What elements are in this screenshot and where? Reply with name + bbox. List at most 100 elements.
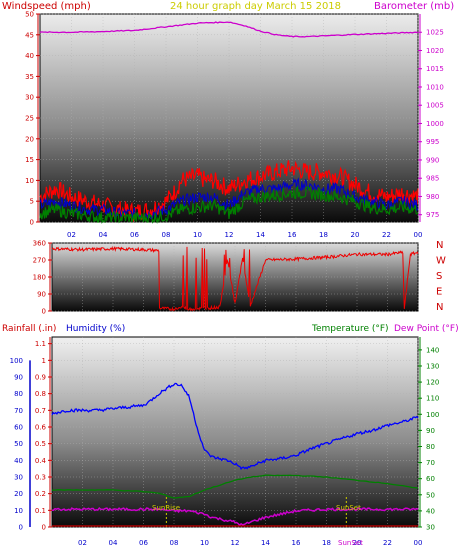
barometer-tick-label: 1025	[426, 29, 444, 37]
compass-label: N	[436, 302, 443, 313]
humidity-axis-title: Humidity (%)	[66, 324, 125, 334]
barometer-tick-label: 975	[426, 211, 439, 219]
temperature-tick-label: 130	[426, 362, 439, 370]
humidity-tick-label: 60	[14, 424, 23, 432]
time-tick-label: 04	[109, 539, 118, 547]
humidity-tick-label: 50	[14, 440, 23, 448]
rainfall-tick-label: 0.9	[35, 374, 46, 382]
chart-title: 24 hour graph day March 15 2018	[170, 1, 341, 12]
rainfall-tick-label: 0.5	[35, 440, 46, 448]
humidity-tick-label: 40	[14, 457, 23, 465]
barometer-tick-label: 1010	[426, 83, 444, 91]
compass-label: N	[436, 240, 443, 251]
windspeed-tick-label: 5	[30, 198, 34, 206]
time-tick-label: 10	[193, 231, 202, 239]
average-wind-line	[39, 185, 419, 224]
time-tick-label: 16	[292, 539, 301, 547]
direction-tick-label: 180	[33, 274, 46, 282]
time-tick-label: 04	[99, 231, 108, 239]
time-tick-label: 08	[170, 539, 179, 547]
humidity-tick-label: 70	[14, 407, 23, 415]
windspeed-tick-label: 45	[25, 31, 34, 39]
sunset-label: SunSet	[336, 504, 361, 512]
barometer-tick-label: 990	[426, 156, 439, 164]
time-tick-label: 22	[383, 539, 392, 547]
barometer-tick-label: 985	[426, 175, 439, 183]
temperature-tick-label: 140	[426, 346, 439, 354]
direction-tick-label: 90	[37, 291, 46, 299]
humidity-tick-label: 0	[19, 524, 23, 532]
humidity-series	[51, 382, 419, 527]
direction-gridlines	[52, 242, 419, 312]
windspeed-axis-title: Windspeed (mph)	[2, 1, 91, 12]
compass-label: E	[436, 287, 442, 298]
humidity-tick-label: 10	[14, 507, 23, 515]
rainfall-tick-label: 0.8	[35, 390, 46, 398]
time-tick-label: 18	[322, 539, 331, 547]
rainfall-tick-label: 0	[42, 524, 46, 532]
time-tick-label: 20	[353, 539, 362, 547]
barometer-line	[39, 21, 419, 38]
temperature-tick-label: 30	[426, 524, 435, 532]
windspeed-tick-label: 35	[25, 73, 34, 81]
temperature-axis-title: Temperature (°F)	[311, 324, 389, 334]
barometer-tick-label: 1020	[426, 47, 444, 55]
dewpoint-axis-title: Dew Point (°F)	[394, 324, 459, 334]
humidity-gridlines	[52, 337, 419, 528]
direction-series	[51, 245, 419, 312]
humidity-tick-label: 80	[14, 390, 23, 398]
windspeed-tick-label: 40	[25, 52, 34, 60]
time-tick-label: 12	[225, 231, 234, 239]
direction-tick-label: 0	[42, 308, 46, 316]
time-tick-label: 10	[200, 539, 209, 547]
direction-tick-label: 360	[33, 240, 46, 248]
direction-tick-label: 270	[33, 257, 46, 265]
rainfall-tick-label: 0.2	[35, 490, 46, 498]
barometer-tick-label: 1000	[426, 120, 444, 128]
compass-label: S	[436, 271, 442, 282]
time-tick-label: 02	[78, 539, 87, 547]
humidity-plot-area	[51, 336, 419, 528]
wind-direction-line	[51, 245, 419, 312]
temperature-tick-label: 60	[426, 475, 435, 483]
windspeed-line	[39, 160, 419, 223]
time-tick-label: 20	[351, 231, 360, 239]
sunset-axis-label: SunSet	[338, 539, 363, 547]
wind-series	[39, 21, 419, 224]
barometer-tick-label: 1005	[426, 102, 444, 110]
windspeed-tick-label: 15	[25, 156, 34, 164]
humidity-axes: 0 0.1 0.2 0.3 0.4 0.5 0.6 0.7 0.8 0.9 1 1.1 0 10 20 30 4…	[10, 337, 439, 547]
time-tick-label: 08	[162, 231, 171, 239]
humidity-tick-label: 100	[10, 357, 23, 365]
humidity-tick-label: 30	[14, 474, 23, 482]
time-tick-label: 16	[288, 231, 297, 239]
temperature-tick-label: 120	[426, 379, 439, 387]
windspeed-tick-label: 25	[25, 115, 34, 123]
rainfall-axis-title: Rainfall (.in)	[2, 324, 56, 334]
temperature-tick-label: 80	[426, 443, 435, 451]
compass-label: W	[436, 256, 446, 267]
windspeed-tick-label: 0	[30, 219, 34, 227]
time-tick-label: 06	[139, 539, 148, 547]
time-tick-label: 00	[414, 539, 423, 547]
rainfall-tick-label: 1.1	[35, 340, 46, 348]
temperature-tick-label: 70	[426, 459, 435, 467]
sunrise-label: SunRise	[152, 504, 180, 512]
time-tick-label: 14	[256, 231, 265, 239]
temperature-tick-label: 50	[426, 491, 435, 499]
time-tick-label: 06	[130, 231, 139, 239]
barometer-tick-label: 995	[426, 138, 439, 146]
rainfall-tick-label: 0.7	[35, 407, 46, 415]
barometer-tick-label: 980	[426, 193, 439, 201]
rainfall-tick-label: 1	[42, 357, 46, 365]
rainfall-tick-label: 0.1	[35, 507, 46, 515]
rainfall-tick-label: 0.3	[35, 474, 46, 482]
windspeed-tick-label: 30	[25, 94, 34, 102]
temperature-tick-label: 100	[426, 411, 439, 419]
time-tick-label: 18	[319, 231, 328, 239]
rainfall-tick-label: 0.6	[35, 424, 47, 432]
barometer-axis-title: Barometer (mb)	[374, 1, 454, 12]
